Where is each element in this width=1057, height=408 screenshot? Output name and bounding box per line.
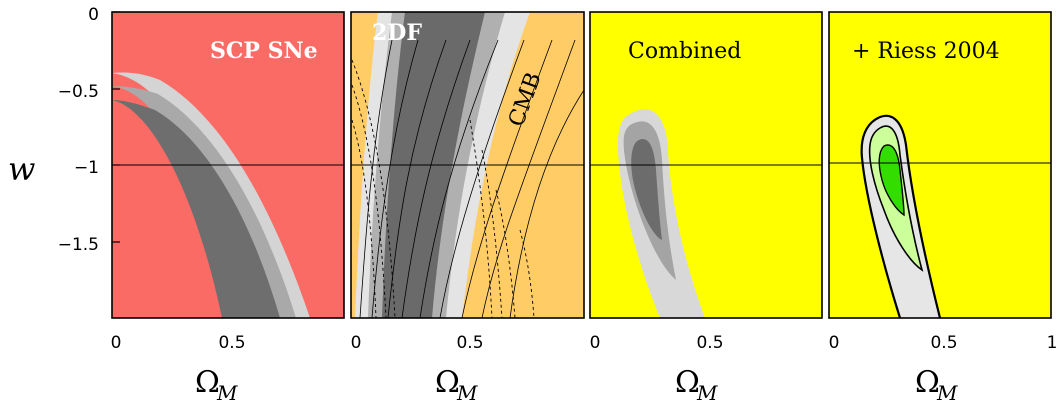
x-tick-label-p2-0: 0	[351, 333, 362, 353]
y-tick-label-3: −1.5	[58, 235, 99, 255]
x-axis-label-p4: Ω M	[915, 365, 958, 405]
y-tick-label-1: −0.5	[58, 82, 99, 102]
x-axes: 0 0.5 0 0.5 0 0.5 0 0.5 1 Ω M Ω M Ω M Ω …	[111, 333, 1057, 405]
panel-combined: Combined	[589, 11, 823, 319]
panel-1-label: SCP SNe	[210, 38, 318, 64]
x-tick-label-p3-05: 0.5	[696, 333, 723, 353]
panel-riess-2004: + Riess 2004	[828, 11, 1052, 319]
x-axis-label-sub: M	[456, 381, 478, 405]
panel-4-contour-middle-outline	[868, 125, 924, 272]
panel-4-contour-outlines	[860, 114, 942, 318]
x-axis-label-sub: M	[936, 381, 958, 405]
panel-2-dashed-contours	[351, 59, 535, 318]
x-tick-label-p4-05: 0.5	[930, 333, 957, 353]
panel-2df-cmb: 2DF CMB	[350, 11, 585, 319]
y-axis-label: w	[8, 150, 35, 188]
panel-3-contour-inner	[631, 139, 662, 240]
x-axis-label-sub: M	[216, 381, 238, 405]
x-axis-label-main: Ω	[675, 365, 700, 400]
panel-scp-sne: SCP SNe	[111, 11, 345, 319]
x-tick-label-p3-0: 0	[590, 333, 601, 353]
x-axis-label-main: Ω	[195, 365, 220, 400]
x-tick-label-p4-1: 1	[1047, 333, 1057, 353]
x-axis-label-p1: Ω M	[195, 365, 238, 405]
panel-4-label: + Riess 2004	[852, 39, 1000, 64]
x-axis-label-p3: Ω M	[675, 365, 718, 405]
panel-2-contour-lines	[359, 39, 584, 318]
y-axis: 0 −0.5 −1 −1.5 w	[8, 5, 120, 255]
panel-3-label: Combined	[628, 39, 741, 64]
panel-2-label-2df: 2DF	[372, 20, 422, 46]
panel-4-contour-inner-outline	[878, 144, 905, 217]
x-tick-label-p1-05: 0.5	[218, 333, 245, 353]
x-axis-label-main: Ω	[435, 365, 460, 400]
x-axis-label-p2: Ω M	[435, 365, 478, 405]
x-tick-label-p2-05: 0.5	[456, 333, 483, 353]
x-axis-label-main: Ω	[915, 365, 940, 400]
y-tick-label-2: −1	[74, 158, 99, 178]
panel-1-contour-inner	[112, 100, 280, 318]
x-axis-label-sub: M	[696, 381, 718, 405]
y-tick-label-0: 0	[88, 5, 99, 25]
x-tick-label-p1-0: 0	[111, 333, 122, 353]
x-tick-label-p4-0: 0	[829, 333, 840, 353]
